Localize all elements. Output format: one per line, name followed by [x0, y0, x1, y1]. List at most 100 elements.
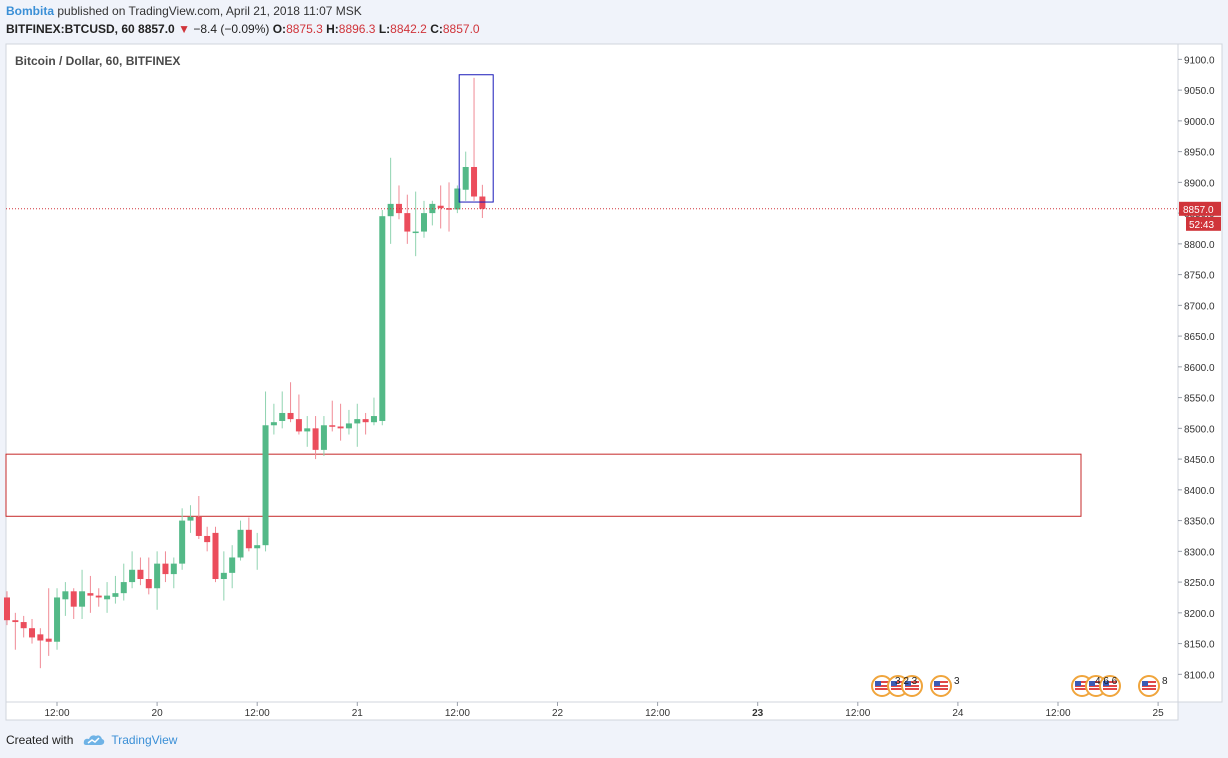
created-with-text: Created with	[6, 733, 74, 747]
y-tick-label: 8550.0	[1184, 394, 1215, 405]
candle-up	[279, 412, 286, 421]
y-tick-label: 8900.0	[1184, 178, 1215, 189]
tradingview-link[interactable]: TradingView	[111, 733, 178, 747]
price-axis-area[interactable]	[1177, 43, 1223, 703]
candle-down	[295, 419, 302, 432]
flag-canton	[1142, 681, 1148, 686]
candle-up	[345, 423, 352, 429]
candle-down	[87, 593, 94, 596]
candle-down	[212, 532, 219, 580]
candle-down	[437, 205, 444, 209]
candle-down	[204, 535, 211, 543]
x-tick-label: 12:00	[44, 708, 69, 719]
flag-canton	[1075, 681, 1081, 686]
candle-up	[387, 203, 394, 217]
candle-up	[62, 591, 69, 600]
x-tick-label: 21	[352, 708, 364, 719]
candle-down	[404, 213, 411, 232]
time-axis-area[interactable]	[5, 701, 1179, 721]
candle-up	[54, 597, 61, 642]
y-tick-label: 8150.0	[1184, 640, 1215, 651]
candle-down	[446, 208, 453, 210]
candle-up	[187, 516, 194, 521]
flag-stripes	[891, 681, 905, 690]
candle-down	[12, 620, 19, 623]
y-tick-label: 8100.0	[1184, 670, 1215, 681]
high-label: H:	[326, 22, 339, 36]
candle-up	[154, 563, 161, 589]
candle-up	[229, 557, 236, 573]
events-group[interactable]: 3 2 3 3 4 6 6 8	[871, 675, 1168, 697]
us-flag-event-icon[interactable]	[1138, 675, 1160, 697]
candle-up	[454, 188, 461, 210]
candle-down	[245, 529, 252, 549]
x-tick-label: 12:00	[445, 708, 470, 719]
flag-canton	[934, 681, 940, 686]
flag-canton	[875, 681, 881, 686]
x-tick-label: 12:00	[845, 708, 870, 719]
highlight-box	[458, 74, 494, 203]
y-tick-label: 8800.0	[1184, 240, 1215, 251]
candle-down	[20, 622, 27, 629]
flag-stripes	[1103, 681, 1117, 690]
flag-stripe-white	[1142, 683, 1156, 685]
y-tick-label: 8650.0	[1184, 332, 1215, 343]
y-tick-label: 8700.0	[1184, 301, 1215, 312]
candle-down	[312, 428, 319, 450]
flag-stripes	[1075, 681, 1089, 690]
last-price-value: 8857.0	[138, 22, 175, 36]
open-label: O:	[272, 22, 287, 36]
x-tick-label: 25	[1153, 708, 1165, 719]
candle-down	[287, 412, 294, 420]
flag-canton	[891, 681, 897, 686]
candle-up	[370, 416, 377, 423]
candle-up	[79, 591, 86, 607]
us-flag-event-icon[interactable]	[930, 675, 952, 697]
publish-info: Bombita published on TradingView.com, Ap…	[6, 4, 362, 18]
author-name[interactable]: Bombita	[6, 4, 54, 18]
event-count-label: 8	[1162, 676, 1168, 687]
x-tick-label: 20	[152, 708, 164, 719]
plot-area[interactable]	[5, 43, 1179, 703]
price-axis-labels: 9100.09050.09000.08950.08900.08850.08800…	[1178, 55, 1215, 681]
flag-stripe-white	[1089, 687, 1103, 688]
open-value: 8875.3	[286, 22, 323, 36]
candle-down	[37, 634, 44, 641]
flag-stripe-white	[1142, 687, 1156, 688]
candles-group[interactable]	[4, 77, 486, 669]
us-flag-event-icon[interactable]	[901, 675, 923, 697]
us-flag-event-icon[interactable]	[1099, 675, 1121, 697]
last-price-tag	[1179, 201, 1221, 216]
candle-up	[104, 595, 111, 600]
y-tick-label: 8500.0	[1184, 424, 1215, 435]
flag-stripe-white	[891, 687, 905, 688]
candle-down	[329, 425, 336, 427]
candle-up	[254, 545, 261, 549]
flag-stripes	[934, 681, 948, 690]
down-arrow-icon: ▼	[178, 22, 190, 36]
candle-down	[29, 628, 36, 638]
tradingview-cloud-icon[interactable]	[83, 733, 105, 747]
symbol-label: BITFINEX:BTCUSD, 60	[6, 22, 135, 36]
demand-zone-group	[5, 453, 1082, 517]
x-tick-label: 12:00	[245, 708, 270, 719]
x-tick-label: 22	[552, 708, 564, 719]
candle-up	[421, 213, 427, 232]
demand-zone-rect	[5, 453, 1082, 517]
y-tick-label: 8750.0	[1184, 271, 1215, 282]
candle-up	[170, 563, 177, 575]
flag-stripe-white	[1075, 687, 1089, 688]
footer: Created with TradingView	[6, 733, 177, 747]
flag-stripe-white	[905, 687, 919, 688]
candle-up	[120, 582, 127, 594]
flag-stripes	[905, 681, 919, 690]
candle-up	[129, 569, 136, 583]
high-value: 8896.3	[338, 22, 376, 36]
y-tick-label: 8200.0	[1184, 609, 1215, 620]
candle-down	[479, 196, 486, 209]
candle-up	[179, 520, 186, 564]
candle-down	[95, 595, 102, 598]
flag-stripes	[1089, 681, 1103, 690]
countdown-tag	[1186, 216, 1221, 231]
